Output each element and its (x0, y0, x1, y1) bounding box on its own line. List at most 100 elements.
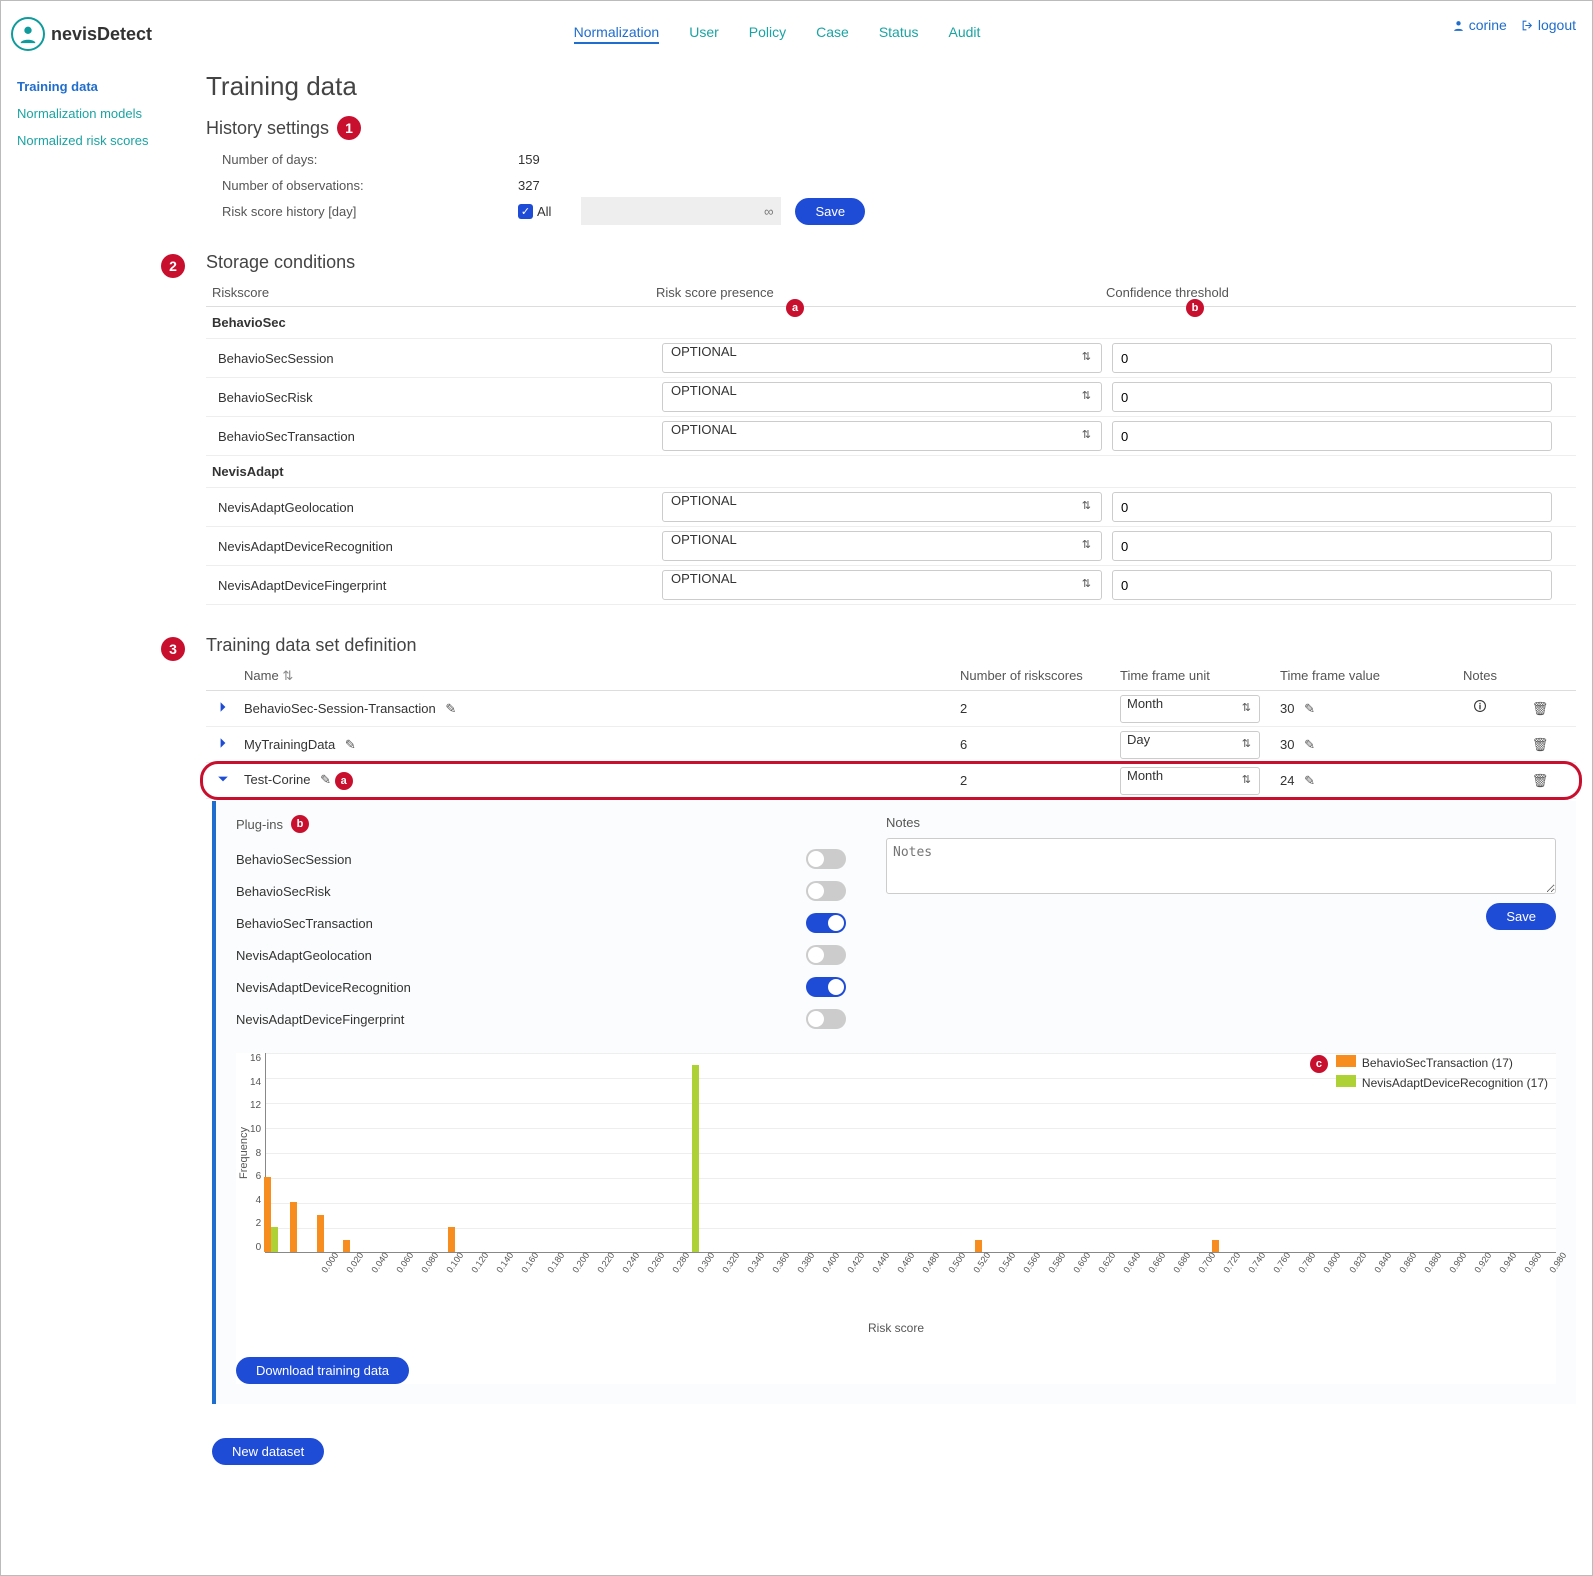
delete-icon[interactable]: 🗑 (1532, 701, 1549, 716)
topnav-status[interactable]: Status (879, 24, 919, 44)
delete-icon[interactable]: 🗑 (1532, 737, 1549, 752)
timeframe-value: 30 (1280, 737, 1294, 752)
callout-c-legend: c (1310, 1055, 1328, 1073)
all-checkbox[interactable]: ✓All (518, 204, 551, 219)
history-value: 159 (518, 152, 618, 167)
delete-icon[interactable]: 🗑 (1532, 773, 1549, 788)
storage-col-presence: Risk score presence (656, 285, 774, 300)
brand-name: nevisDetect (51, 24, 152, 45)
chart-bar (692, 1065, 699, 1253)
confidence-input[interactable] (1112, 343, 1552, 373)
callout-b-plugins: b (291, 815, 309, 833)
risk-history-input[interactable] (581, 197, 781, 225)
page-title: Training data (206, 71, 1576, 102)
plugin-name: BehavioSecSession (236, 852, 352, 867)
expand-toggle[interactable] (206, 773, 240, 788)
presence-select[interactable]: OPTIONAL (662, 421, 1102, 451)
datasets-heading: Training data set definition (206, 635, 416, 656)
plugin-name: NevisAdaptDeviceRecognition (236, 980, 411, 995)
edit-value-icon[interactable]: ✎ (1304, 737, 1315, 752)
chart-bar (343, 1240, 350, 1253)
dataset-name: Test-Corine (244, 772, 310, 787)
edit-value-icon[interactable]: ✎ (1304, 701, 1315, 716)
new-dataset-button[interactable]: New dataset (212, 1438, 324, 1465)
history-key: Number of observations: (218, 178, 518, 193)
confidence-input[interactable] (1112, 531, 1552, 561)
edit-name-icon[interactable]: ✎ (345, 737, 356, 752)
plugin-toggle[interactable] (806, 849, 846, 869)
riskscore-name: BehavioSecTransaction (212, 429, 662, 444)
callout-2: 2 (161, 254, 185, 278)
riskscore-name: BehavioSecSession (212, 351, 662, 366)
sidenav-item[interactable]: Training data (17, 79, 206, 94)
plugin-toggle[interactable] (806, 977, 846, 997)
sidenav-item[interactable]: Normalization models (17, 106, 206, 121)
user-link[interactable]: corine (1452, 17, 1507, 33)
chart-bar (271, 1227, 278, 1252)
risk-score-chart: Frequency1614121086420cBehavioSecTransac… (236, 1053, 1556, 1384)
user-icon (1452, 19, 1465, 32)
plugin-toggle[interactable] (806, 881, 846, 901)
topnav-audit[interactable]: Audit (949, 24, 981, 44)
sidenav-item[interactable]: Normalized risk scores (17, 133, 206, 148)
notes-input[interactable] (886, 838, 1556, 894)
plugin-name: BehavioSecTransaction (236, 916, 373, 931)
chart-bar (317, 1215, 324, 1253)
info-icon[interactable]: 🛈 (1473, 699, 1486, 714)
edit-name-icon[interactable]: ✎ (320, 772, 331, 787)
legend-item: NevisAdaptDeviceRecognition (17) (1336, 1075, 1548, 1091)
topnav-policy[interactable]: Policy (749, 24, 786, 44)
confidence-input[interactable] (1112, 382, 1552, 412)
panel-save-button[interactable]: Save (1486, 903, 1556, 930)
chart-bar (1212, 1240, 1219, 1253)
presence-select[interactable]: OPTIONAL (662, 570, 1102, 600)
plugins-heading: Plug-ins (236, 817, 283, 832)
timeframe-value: 30 (1280, 701, 1294, 716)
presence-select[interactable]: OPTIONAL (662, 382, 1102, 412)
logout-link[interactable]: logout (1521, 17, 1576, 33)
plugin-toggle[interactable] (806, 945, 846, 965)
topnav-case[interactable]: Case (816, 24, 849, 44)
riskscore-name: NevisAdaptDeviceFingerprint (212, 578, 662, 593)
sort-icon[interactable]: ⇅ (282, 668, 293, 683)
confidence-input[interactable] (1112, 492, 1552, 522)
dataset-num: 2 (960, 773, 1120, 788)
dataset-name: BehavioSec-Session-Transaction (244, 701, 436, 716)
presence-select[interactable]: OPTIONAL (662, 492, 1102, 522)
storage-heading: Storage conditions (206, 252, 355, 273)
callout-a-row: a (335, 772, 353, 790)
topnav-normalization[interactable]: Normalization (574, 24, 660, 44)
download-training-data-button[interactable]: Download training data (236, 1357, 409, 1384)
history-value: 327 (518, 178, 618, 193)
timeframe-value: 24 (1280, 773, 1294, 788)
riskscore-name: NevisAdaptGeolocation (212, 500, 662, 515)
presence-select[interactable]: OPTIONAL (662, 343, 1102, 373)
topnav-user[interactable]: User (689, 24, 719, 44)
chart-bar (975, 1240, 982, 1253)
edit-value-icon[interactable]: ✎ (1304, 773, 1315, 788)
riskscore-name: BehavioSecRisk (212, 390, 662, 405)
callout-3: 3 (161, 637, 185, 661)
history-save-button[interactable]: Save (795, 198, 865, 225)
plugin-toggle[interactable] (806, 913, 846, 933)
confidence-input[interactable] (1112, 570, 1552, 600)
edit-name-icon[interactable]: ✎ (445, 701, 456, 716)
callout-b-confidence: b (1186, 299, 1204, 317)
ds-col-val: Time frame value (1280, 668, 1440, 684)
logo-icon (11, 17, 45, 51)
expand-toggle[interactable] (206, 701, 240, 716)
confidence-input[interactable] (1112, 421, 1552, 451)
ds-col-unit: Time frame unit (1120, 668, 1280, 684)
plugin-name: BehavioSecRisk (236, 884, 331, 899)
riskscore-name: NevisAdaptDeviceRecognition (212, 539, 662, 554)
risk-history-label: Risk score history [day] (218, 204, 518, 219)
brand-logo: nevisDetect (11, 17, 152, 51)
presence-select[interactable]: OPTIONAL (662, 531, 1102, 561)
storage-group: BehavioSec (206, 307, 1576, 339)
timeframe-unit-select[interactable]: Month (1120, 695, 1260, 723)
expand-toggle[interactable] (206, 737, 240, 752)
plugin-toggle[interactable] (806, 1009, 846, 1029)
timeframe-unit-select[interactable]: Month (1120, 767, 1260, 795)
ds-col-num: Number of riskscores (960, 668, 1120, 684)
timeframe-unit-select[interactable]: Day (1120, 731, 1260, 759)
